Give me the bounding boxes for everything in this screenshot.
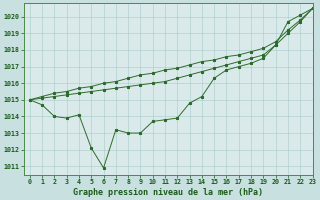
X-axis label: Graphe pression niveau de la mer (hPa): Graphe pression niveau de la mer (hPa) xyxy=(73,188,263,197)
